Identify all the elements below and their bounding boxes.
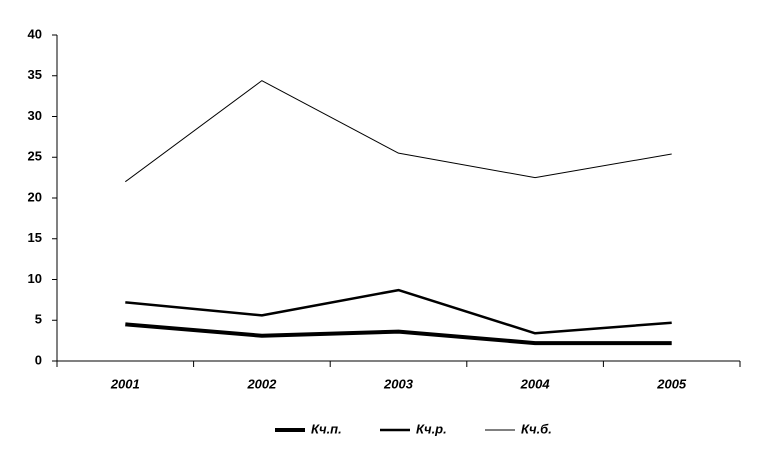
y-tick-label: 35 [28,67,42,82]
y-tick-label: 25 [28,149,42,164]
y-tick-label: 5 [35,312,42,327]
y-tick-label: 30 [28,108,42,123]
x-tick-label: 2003 [383,376,414,391]
y-tick-label: 40 [28,26,42,41]
x-tick-label: 2004 [520,376,551,391]
series-line [125,80,672,183]
x-tick-label: 2002 [246,376,277,391]
y-tick-label: 10 [28,271,42,286]
series-line [125,322,672,346]
y-tick-label: 15 [28,230,42,245]
legend-label: Кч.б. [521,421,552,436]
x-tick-label: 2005 [656,376,687,391]
series-line [125,288,672,335]
x-tick-label: 2001 [110,376,140,391]
legend-label: Кч.р. [416,421,447,436]
y-tick-label: 0 [35,352,42,367]
legend-label: Кч.п. [311,421,342,436]
y-tick-label: 20 [28,189,42,204]
